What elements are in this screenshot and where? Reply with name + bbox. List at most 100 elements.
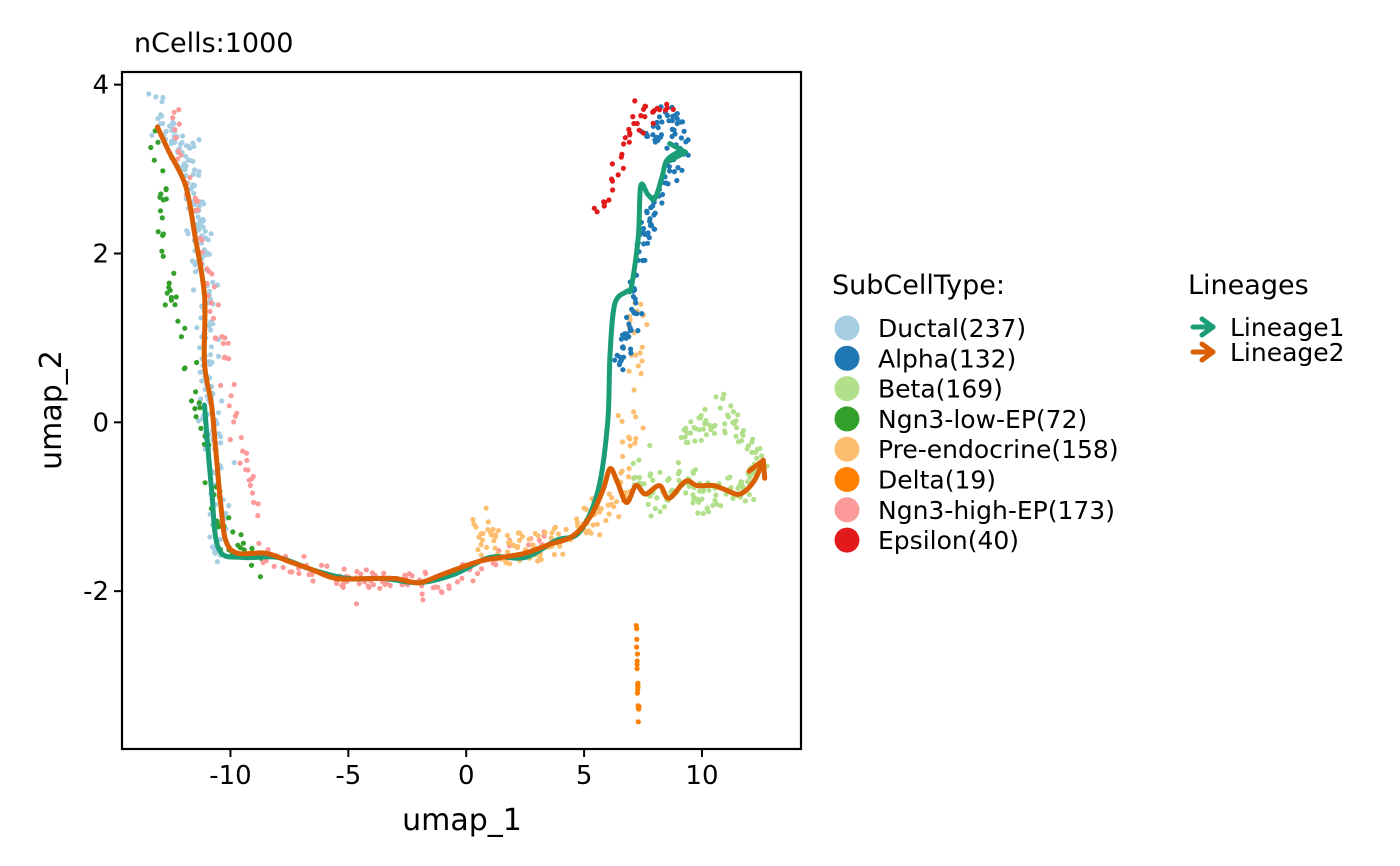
- data-point: [526, 536, 532, 542]
- data-point: [725, 475, 731, 481]
- data-point: [672, 131, 678, 137]
- data-point: [510, 542, 516, 548]
- data-point: [160, 120, 166, 127]
- y-tick-label: 4: [92, 71, 109, 101]
- data-point: [153, 94, 159, 100]
- data-point: [168, 141, 174, 147]
- data-point: [195, 418, 202, 424]
- data-point: [647, 218, 653, 224]
- data-point: [665, 477, 671, 483]
- data-point: [634, 644, 640, 650]
- data-point: [192, 195, 198, 201]
- data-point: [633, 435, 639, 442]
- data-point: [196, 169, 202, 175]
- data-point: [155, 139, 161, 145]
- data-point: [223, 510, 229, 516]
- data-point: [698, 437, 704, 443]
- cluster-6: [591, 98, 676, 215]
- data-point: [190, 171, 197, 177]
- data-point: [639, 344, 645, 350]
- data-point: [636, 474, 643, 481]
- data-point: [590, 522, 596, 528]
- x-tick-label: -5: [335, 761, 361, 791]
- data-point: [665, 181, 671, 187]
- data-point: [644, 322, 650, 328]
- data-point: [591, 205, 597, 211]
- x-tick-label: 5: [576, 761, 593, 791]
- data-point: [725, 412, 731, 418]
- data-point: [310, 578, 316, 584]
- data-point: [636, 457, 642, 463]
- data-point: [249, 490, 256, 496]
- legend-swatch: [834, 406, 860, 432]
- data-point: [479, 537, 486, 543]
- data-point: [634, 636, 640, 643]
- data-point: [633, 352, 639, 358]
- data-point: [615, 413, 621, 419]
- data-point: [515, 543, 521, 550]
- data-point: [669, 126, 675, 132]
- data-point: [195, 207, 201, 213]
- legend-label: Ngn3-low-EP(72): [878, 405, 1087, 434]
- data-point: [620, 439, 626, 445]
- data-point: [681, 128, 687, 134]
- data-point: [711, 430, 718, 436]
- data-point: [722, 421, 728, 427]
- data-point: [197, 369, 203, 375]
- data-point: [196, 400, 202, 406]
- data-point: [622, 135, 628, 141]
- data-point: [638, 371, 644, 377]
- chart-title: nCells:1000: [134, 28, 293, 59]
- data-point: [191, 167, 198, 173]
- data-point: [597, 532, 603, 538]
- data-point: [731, 421, 737, 427]
- data-point: [420, 597, 426, 603]
- data-point: [635, 683, 641, 689]
- data-point: [536, 537, 542, 543]
- data-point: [471, 521, 477, 527]
- data-point: [606, 511, 612, 517]
- data-point: [505, 549, 511, 555]
- data-point: [548, 535, 554, 541]
- data-point: [688, 419, 694, 425]
- data-point: [664, 101, 670, 107]
- data-point: [197, 235, 203, 241]
- data-point: [478, 531, 484, 537]
- data-point: [206, 251, 212, 257]
- data-point: [632, 440, 638, 446]
- data-point: [713, 394, 719, 400]
- data-point: [280, 564, 286, 571]
- data-point: [690, 470, 696, 476]
- data-point: [198, 315, 204, 321]
- data-point: [642, 114, 648, 120]
- data-point: [749, 449, 755, 455]
- data-point: [220, 340, 226, 346]
- data-point: [249, 476, 255, 482]
- data-point: [609, 161, 616, 167]
- data-point: [638, 113, 644, 119]
- data-point: [160, 253, 166, 259]
- data-point: [675, 460, 682, 466]
- data-point: [710, 502, 716, 508]
- data-point: [619, 468, 625, 474]
- data-point: [170, 115, 176, 121]
- cluster-4: [630, 391, 770, 519]
- data-point: [542, 530, 548, 536]
- data-point: [620, 332, 626, 338]
- data-point: [638, 301, 644, 307]
- data-point: [674, 111, 680, 117]
- data-point: [650, 109, 656, 115]
- data-point: [626, 465, 632, 472]
- data-point: [654, 120, 660, 126]
- data-point: [232, 413, 238, 419]
- data-point: [175, 148, 181, 154]
- data-point: [196, 172, 202, 178]
- legend-label: Ductal(237): [878, 314, 1026, 343]
- data-point: [616, 514, 622, 520]
- data-point: [151, 157, 157, 163]
- data-point: [212, 335, 218, 341]
- data-point: [251, 499, 257, 506]
- data-point: [613, 499, 620, 505]
- data-point: [612, 357, 618, 363]
